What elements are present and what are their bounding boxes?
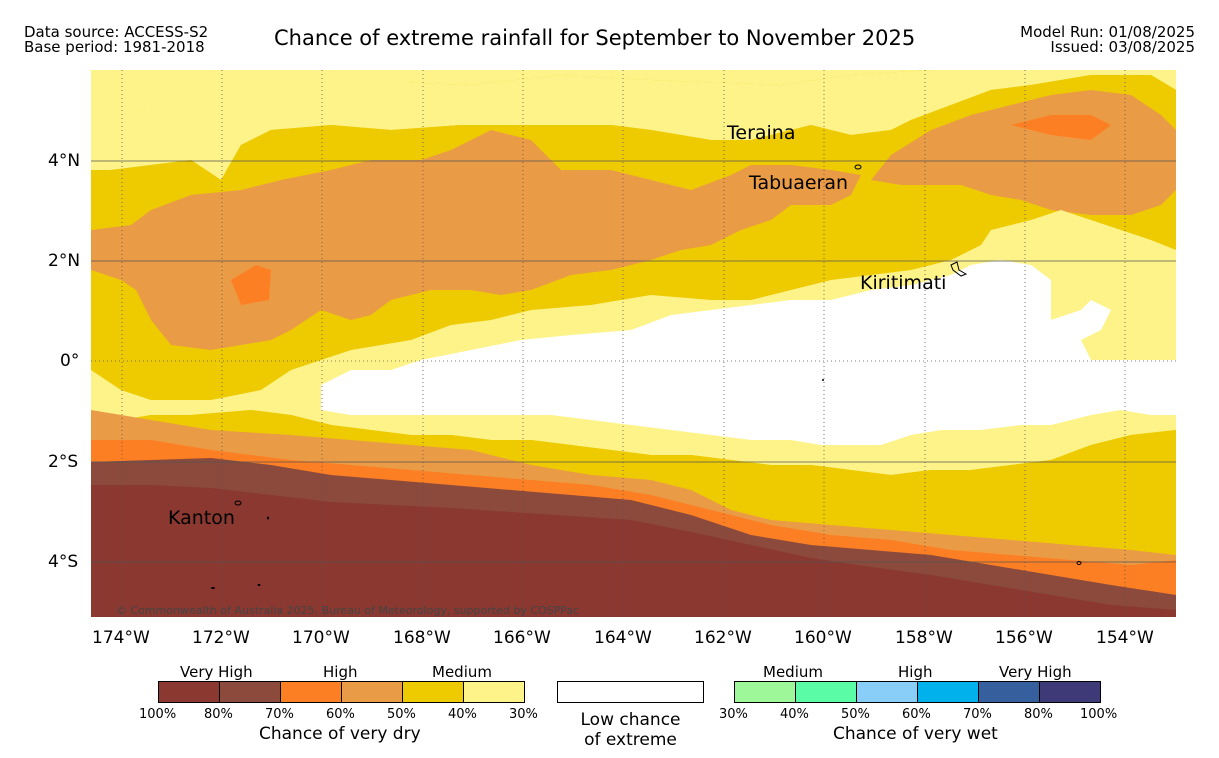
wet-tick-80: 80%	[1024, 707, 1053, 722]
low-chance-line2: of extreme	[584, 730, 677, 750]
wet-label-very-high: Very High	[999, 663, 1072, 681]
dry-label-high: High	[323, 663, 358, 681]
low-chance-line1: Low chance	[580, 710, 681, 730]
tabuaeran-label: Tabuaeran	[749, 172, 849, 194]
lon-label-168w: 168°W	[393, 628, 451, 648]
tabuaeran-island	[854, 164, 862, 170]
page-title: Chance of extreme rainfall for September…	[274, 26, 916, 50]
base-period-text: Base period: 1981-2018	[24, 38, 205, 56]
dry-tick-80: 80%	[204, 707, 233, 722]
lat-label-0: 0°	[60, 351, 80, 371]
lon-label-172w: 172°W	[192, 628, 250, 648]
wet-tick-40: 40%	[780, 707, 809, 722]
wet-swatch-4	[918, 682, 979, 702]
kanton-island	[234, 500, 242, 506]
lat-label-4n: 4°N	[48, 151, 81, 171]
lon-label-164w: 164°W	[594, 628, 652, 648]
dry-swatch-6	[464, 682, 524, 702]
wet-tick-100: 100%	[1080, 707, 1118, 722]
lon-label-166w: 166°W	[493, 628, 551, 648]
kanton-label: Kanton	[168, 507, 235, 529]
dry-swatch-3	[281, 682, 342, 702]
wet-swatch-1	[735, 682, 796, 702]
wet-swatch-3	[857, 682, 918, 702]
high-dry-north	[91, 130, 861, 350]
model-run-text: Model Run: 01/08/2025	[1020, 23, 1195, 41]
dry-tick-60: 60%	[326, 707, 355, 722]
dry-swatch-4	[342, 682, 403, 702]
dry-swatch-2	[220, 682, 281, 702]
wet-legend-title: Chance of very wet	[833, 724, 998, 744]
dry-west-patch	[231, 265, 271, 305]
lat-label-4s: 4°S	[48, 552, 79, 572]
kiritimati-label: Kiritimati	[860, 272, 947, 294]
dry-colorbar	[158, 681, 525, 703]
dry-swatch-5	[403, 682, 464, 702]
wet-colorbar	[734, 681, 1101, 703]
dry-legend-title: Chance of very dry	[259, 724, 421, 744]
dry-tick-40: 40%	[448, 707, 477, 722]
lon-label-162w: 162°W	[694, 628, 752, 648]
wet-swatch-6	[1040, 682, 1100, 702]
wet-label-high: High	[898, 663, 933, 681]
data-source-text: Data source: ACCESS-S2	[24, 23, 209, 41]
issued-text: Issued: 03/08/2025	[1050, 38, 1195, 56]
wet-tick-70: 70%	[963, 707, 992, 722]
upper-yellow	[91, 70, 1176, 180]
dry-tick-50: 50%	[387, 707, 416, 722]
lon-label-170w: 170°W	[292, 628, 350, 648]
dry-tick-70: 70%	[265, 707, 294, 722]
wet-swatch-5	[979, 682, 1040, 702]
lon-label-174w: 174°W	[92, 628, 150, 648]
wet-tick-30: 30%	[719, 707, 748, 722]
dry-tick-100: 100%	[139, 707, 177, 722]
dry-swatch-1	[159, 682, 220, 702]
lat-label-2n: 2°N	[48, 251, 81, 271]
wet-swatch-2	[796, 682, 857, 702]
low-chance-swatch	[557, 681, 704, 703]
very-high-dry-ne-patch	[1011, 115, 1111, 140]
map-canvas	[91, 70, 1176, 617]
teraina-label: Teraina	[727, 122, 796, 144]
dark-brown-dry-80-100	[91, 485, 1176, 617]
lon-label-156w: 156°W	[995, 628, 1053, 648]
lon-label-158w: 158°W	[895, 628, 953, 648]
lon-label-160w: 160°W	[794, 628, 852, 648]
low-chance-area	[321, 260, 1176, 445]
wet-tick-50: 50%	[841, 707, 870, 722]
wet-label-medium: Medium	[763, 663, 823, 681]
rainfall-map: Teraina Tabuaeran Kiritimati Kanton © Co…	[91, 70, 1176, 617]
wet-tick-60: 60%	[902, 707, 931, 722]
dry-label-medium: Medium	[432, 663, 492, 681]
copyright-text: © Commonwealth of Australia 2025, Bureau…	[116, 604, 580, 617]
dry-tick-30: 30%	[509, 707, 538, 722]
kiritimati-island	[950, 261, 968, 277]
lon-label-154w: 154°W	[1096, 628, 1154, 648]
dry-label-very-high: Very High	[180, 663, 253, 681]
lat-label-2s: 2°S	[48, 452, 79, 472]
